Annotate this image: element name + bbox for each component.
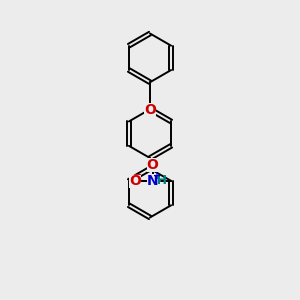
Text: O: O [147,158,159,172]
Text: OH: OH [147,174,168,188]
Text: −: − [133,170,142,180]
Text: N: N [147,174,158,188]
Text: O: O [129,174,141,188]
Text: +: + [153,172,161,182]
Text: O: O [144,103,156,117]
